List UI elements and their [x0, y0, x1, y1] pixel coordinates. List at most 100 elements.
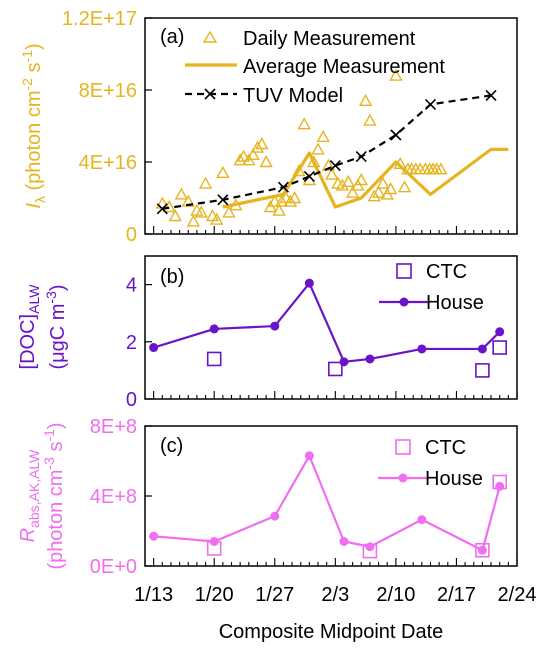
- daily-measurement-point: [389, 68, 403, 81]
- x-axis-label: Composite Midpoint Date: [219, 621, 444, 643]
- x-tick-label: 2/10: [376, 584, 415, 606]
- daily-measurement-point: [268, 194, 282, 207]
- legend-square: [395, 439, 411, 455]
- daily-measurement-point: [210, 212, 224, 225]
- legend-label: TUV Model: [243, 85, 343, 107]
- panel-b: 0 2 4 (b) CTC House [DOC]ALW (μgC m-3): [17, 255, 518, 411]
- panel-b-label: (b): [160, 266, 184, 288]
- ctc-point: [328, 361, 343, 377]
- tuv-model-point: [303, 170, 315, 182]
- y-tick-label: 0: [126, 224, 137, 246]
- daily-measurement-point: [275, 194, 289, 207]
- house-point: [270, 511, 280, 521]
- y-tick-label: 0: [126, 389, 137, 411]
- house-point: [365, 542, 375, 552]
- house-point: [149, 531, 159, 541]
- house-point: [417, 515, 427, 525]
- ctc-point: [475, 542, 490, 558]
- daily-measurement-point: [168, 209, 182, 222]
- y-tick-label: 0E+0: [90, 556, 137, 578]
- panel-a-frame: [144, 17, 518, 235]
- daily-measurement-point: [297, 117, 311, 130]
- legend-label: Daily Measurement: [243, 28, 416, 50]
- legend-triangle: [202, 30, 218, 43]
- daily-measurement-point: [325, 167, 339, 180]
- daily-measurement-point: [272, 203, 286, 216]
- y-tick-label: 4E+8: [90, 486, 137, 508]
- house-point: [304, 278, 314, 288]
- tuv-model-point: [277, 181, 289, 193]
- daily-measurement-point: [222, 205, 236, 218]
- panel-b-frame: [144, 255, 518, 400]
- x-tick-label: 2/17: [437, 584, 476, 606]
- legend-label: House: [425, 468, 483, 490]
- daily-measurement-point: [384, 182, 398, 195]
- legend-house-dot: [398, 473, 408, 483]
- daily-measurement-point: [311, 142, 325, 155]
- house-point: [495, 481, 505, 491]
- panel-c-ylabel-line2: (photon cm-3 s-1): [41, 422, 67, 569]
- y-tick-label: 4E+16: [79, 152, 137, 174]
- daily-measurement-point: [181, 194, 195, 207]
- x-tick-label: 1/13: [134, 584, 173, 606]
- daily-measurement-point: [354, 173, 368, 186]
- legend-label: Average Measurement: [243, 56, 445, 78]
- ctc-point: [492, 340, 507, 355]
- daily-measurement-point: [283, 194, 298, 207]
- panel-b-ylabel-line1: [DOC]ALW: [17, 284, 42, 370]
- tuv-model-point: [355, 151, 367, 163]
- tuv-model-point: [217, 194, 229, 206]
- x-tick-label: 1/20: [195, 584, 234, 606]
- panel-c-ylabel-line1: Rabs,AK,ALW: [17, 449, 42, 543]
- daily-measurement-point: [279, 191, 293, 204]
- daily-measurement-point: [367, 189, 381, 202]
- y-tick-label: 8E+16: [79, 80, 137, 102]
- daily-measurement-point: [321, 158, 336, 171]
- daily-measurement-point: [186, 214, 201, 227]
- house-point: [365, 354, 375, 364]
- daily-measurement-point: [341, 174, 355, 188]
- house-point: [477, 344, 487, 354]
- panel-c-label: (c): [160, 435, 183, 457]
- daily-measurement-point: [345, 185, 360, 198]
- daily-measurement-point: [250, 140, 265, 153]
- daily-measurement-point: [246, 147, 260, 161]
- daily-measurement-point: [434, 162, 448, 175]
- panel-a-ylabel: Iλ (photon cm-2 s-1): [19, 43, 48, 208]
- panel-c-legend: CTC House: [378, 437, 483, 490]
- daily-measurement-point: [205, 209, 220, 222]
- y-tick-label: 8E+8: [90, 416, 137, 438]
- y-tick-label: 2: [126, 332, 137, 354]
- legend-label: House: [426, 292, 484, 314]
- daily-measurement-point: [358, 93, 373, 107]
- house-point: [339, 537, 349, 546]
- legend-house-dot: [399, 297, 409, 307]
- house-point: [270, 321, 280, 331]
- daily-measurement-point: [233, 153, 247, 166]
- x-tick-label: 2/24: [498, 584, 537, 606]
- panel-a: 0 4E+16 8E+16 1.2E+17 (a) Daily Measurement…: [19, 8, 518, 246]
- daily-measurement-point: [307, 155, 321, 168]
- house-point: [149, 343, 159, 353]
- daily-measurement-point: [162, 200, 176, 213]
- tuv-model-point: [329, 160, 341, 172]
- daily-measurement-point: [216, 165, 230, 179]
- tuv-model-point: [485, 89, 497, 101]
- panel-a-legend: Daily Measurement Average Measurement TUV …: [185, 28, 445, 107]
- house-point: [209, 537, 219, 546]
- panel-a-label: (a): [160, 26, 184, 48]
- tuv-model-line: [162, 94, 492, 210]
- house-point: [209, 324, 219, 334]
- average-measurement-line: [222, 147, 509, 209]
- daily-measurement-point: [316, 129, 330, 143]
- daily-measurement-point: [194, 205, 208, 218]
- tuv-model-point: [390, 129, 402, 141]
- legend-tuv-x: [204, 88, 216, 100]
- x-tick-label: 2/3: [321, 584, 349, 606]
- daily-measurement-point: [292, 164, 306, 177]
- daily-measurement-point: [255, 137, 269, 150]
- legend-label: CTC: [426, 261, 467, 283]
- tuv-model-point: [156, 203, 168, 215]
- y-tick-label: 1.2E+17: [62, 8, 137, 30]
